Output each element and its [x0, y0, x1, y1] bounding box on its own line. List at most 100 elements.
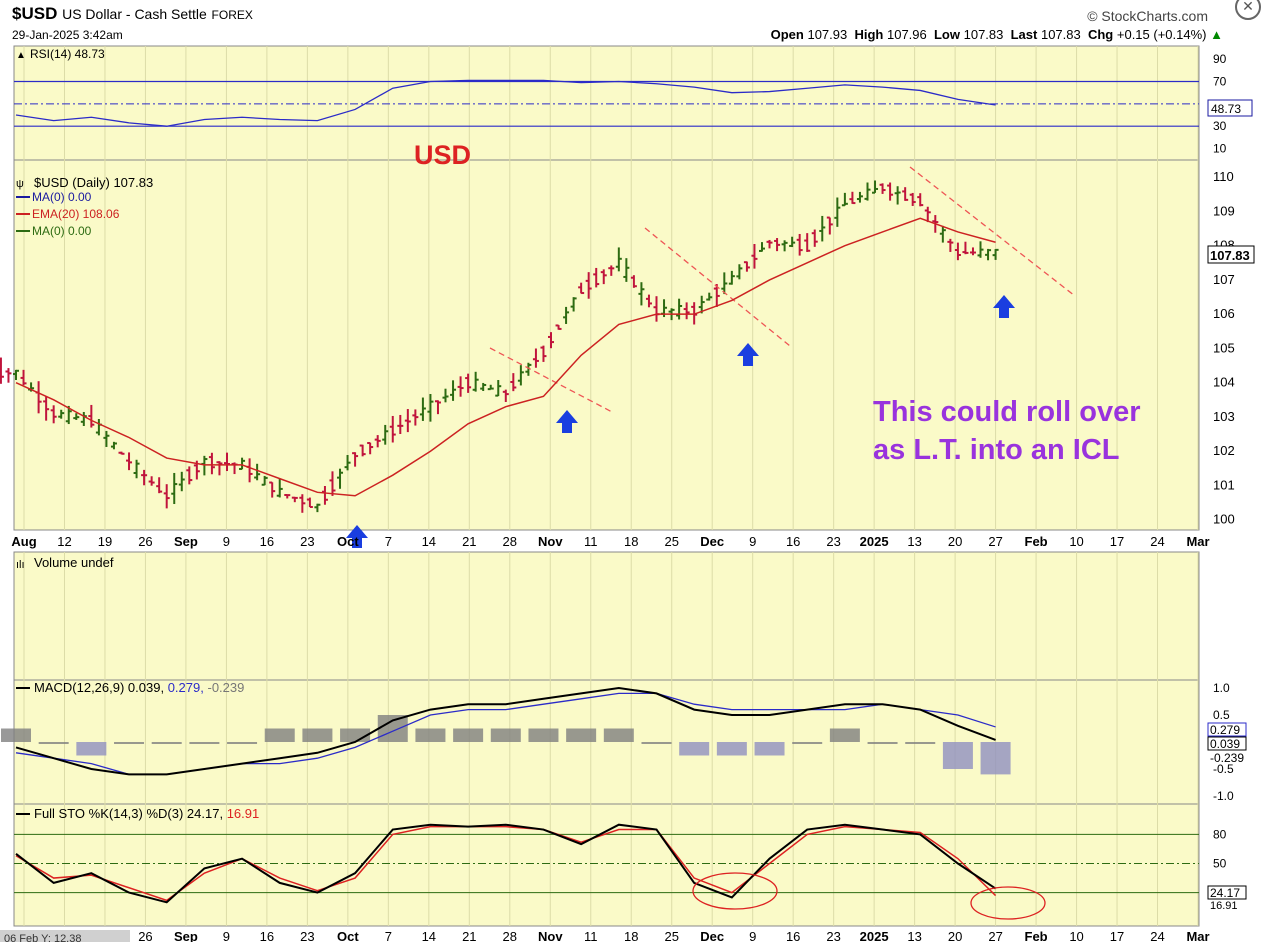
macd-tick: -0.5 [1213, 762, 1234, 776]
sto-label: Full STO %K(14,3) %D(3) 24.17, 16.91 [34, 806, 259, 821]
crosshair-readout: 06 Feb Y: 12.38 [4, 933, 81, 942]
x-tick-bottom: 17 [1110, 929, 1124, 942]
trendline [644, 227, 791, 347]
highlight-circle [692, 872, 778, 910]
x-tick-top: 27 [988, 534, 1002, 549]
macd-hist-bar [792, 742, 823, 744]
x-tick-bottom: 23 [826, 929, 840, 942]
macd-hist-bar [340, 728, 371, 742]
macd-signal-line [15, 692, 996, 776]
last-price-tag-text: 107.83 [1210, 248, 1250, 263]
close-icon[interactable]: ✕ [1235, 0, 1261, 20]
x-tick-bottom: 16 [260, 929, 274, 942]
price-legend-icon: ψ [16, 178, 24, 190]
price-legend-3: MA(0) 0.00 [32, 224, 92, 238]
rsi-label: RSI(14) 48.73 [30, 47, 105, 61]
macd-hist-bar [377, 715, 408, 742]
last-price-tag [1207, 245, 1255, 264]
ohlc-readout: Open 107.93 High 107.96 Low 107.83 Last … [770, 27, 1223, 42]
x-tick-bottom: 2025 [860, 929, 889, 942]
x-tick-bottom: Feb [1025, 929, 1048, 942]
x-tick-top: 28 [503, 534, 517, 549]
rsi-value-tag [1207, 99, 1253, 117]
macd-tick: -1.0 [1213, 789, 1234, 803]
symbol-title: $USD US Dollar - Cash Settle FOREX [12, 4, 253, 23]
macd-hist-bar [905, 742, 936, 744]
macd-hist-bar [1, 728, 31, 742]
rsi-tick: 30 [1213, 119, 1227, 133]
macd-hist-bar [453, 728, 484, 742]
x-tick-top: Oct [337, 534, 359, 549]
rsi-polyline [15, 79, 996, 127]
price-tick: 109 [1213, 203, 1235, 218]
macd-hist-bar [38, 742, 69, 744]
x-tick-bottom: 10 [1069, 929, 1083, 942]
sto-d-line [15, 825, 997, 902]
rsi-icon: ▲ [16, 50, 26, 61]
up-arrow-icon [346, 525, 368, 548]
price-tick: 103 [1213, 409, 1235, 424]
macd-main-line [15, 686, 996, 776]
x-tick-top: 12 [57, 534, 71, 549]
rsi-tick: 10 [1213, 142, 1227, 156]
x-tick-top: 23 [826, 534, 840, 549]
macd-hist-bar [641, 742, 672, 744]
sto-panel [13, 803, 1200, 927]
x-tick-bottom: Dec [700, 929, 724, 942]
x-tick-top: 18 [624, 534, 638, 549]
x-tick-top: 20 [948, 534, 962, 549]
macd-hist-bar [151, 742, 182, 744]
sto-tag-k-text: 24.17 [1210, 886, 1240, 900]
rsi-tick: 50 [1213, 97, 1227, 111]
price-tick: 100 [1213, 512, 1235, 527]
price-bars [0, 166, 1076, 548]
macd-panel [13, 679, 1200, 805]
macd-hist-bar [264, 728, 295, 742]
volume-icon: ılı [16, 559, 25, 571]
annotation-line2: as L.T. into an ICL [873, 434, 1120, 466]
x-tick-top: 9 [223, 534, 230, 549]
x-tick-bottom: 14 [422, 929, 436, 942]
ema-line [15, 217, 996, 497]
x-tick-bottom: Nov [538, 929, 563, 942]
macd-tag-main [1207, 736, 1247, 751]
macd-hist-bar [302, 728, 333, 742]
macd-hist-bar [679, 742, 710, 756]
macd-hist-bar [227, 742, 258, 744]
x-tick-bottom: 11 [584, 929, 598, 942]
highlight-circle [970, 886, 1046, 920]
x-tick-bottom: Oct [337, 929, 359, 942]
macd-hist-bar [754, 742, 785, 756]
macd-hist-bar [528, 728, 559, 742]
macd-hist-bar [566, 728, 597, 742]
x-tick-top: 16 [786, 534, 800, 549]
trendline [489, 347, 615, 414]
price-tick: 106 [1213, 306, 1235, 321]
macd-hist-bar [415, 728, 446, 742]
x-tick-top: 23 [300, 534, 314, 549]
macd-hist-bar [603, 728, 634, 742]
price-tick: 102 [1213, 443, 1235, 458]
macd-hist-bar [980, 742, 1011, 775]
chart-header: $USD US Dollar - Cash Settle FOREX 29-Ja… [0, 0, 1263, 46]
x-tick-top: 16 [260, 534, 274, 549]
x-tick-bottom: 20 [948, 929, 962, 942]
macd-hist-bar [716, 742, 747, 756]
macd-tag-hist-text: -0.239 [1210, 751, 1244, 765]
volume-label: Volume undef [34, 555, 114, 570]
x-tick-top: Feb [1025, 534, 1048, 549]
macd-label: MACD(12,26,9) 0.039, 0.279, -0.239 [34, 680, 244, 695]
price-tick: 101 [1213, 477, 1235, 492]
macd-tick: 1.0 [1213, 681, 1230, 695]
up-arrow-icon: ▲ [1210, 27, 1223, 42]
x-tick-bottom: 23 [300, 929, 314, 942]
macd-tag-signal [1207, 722, 1247, 737]
sto-tag-k [1207, 885, 1247, 900]
macd-hist-bar [942, 742, 973, 769]
up-arrow-icon [737, 343, 759, 366]
rsi-tick: 90 [1213, 52, 1227, 66]
rsi-line [15, 79, 996, 127]
price-legend-1: MA(0) 0.00 [32, 190, 92, 204]
sto-tick: 50 [1213, 857, 1227, 871]
x-tick-top: 24 [1150, 534, 1164, 549]
